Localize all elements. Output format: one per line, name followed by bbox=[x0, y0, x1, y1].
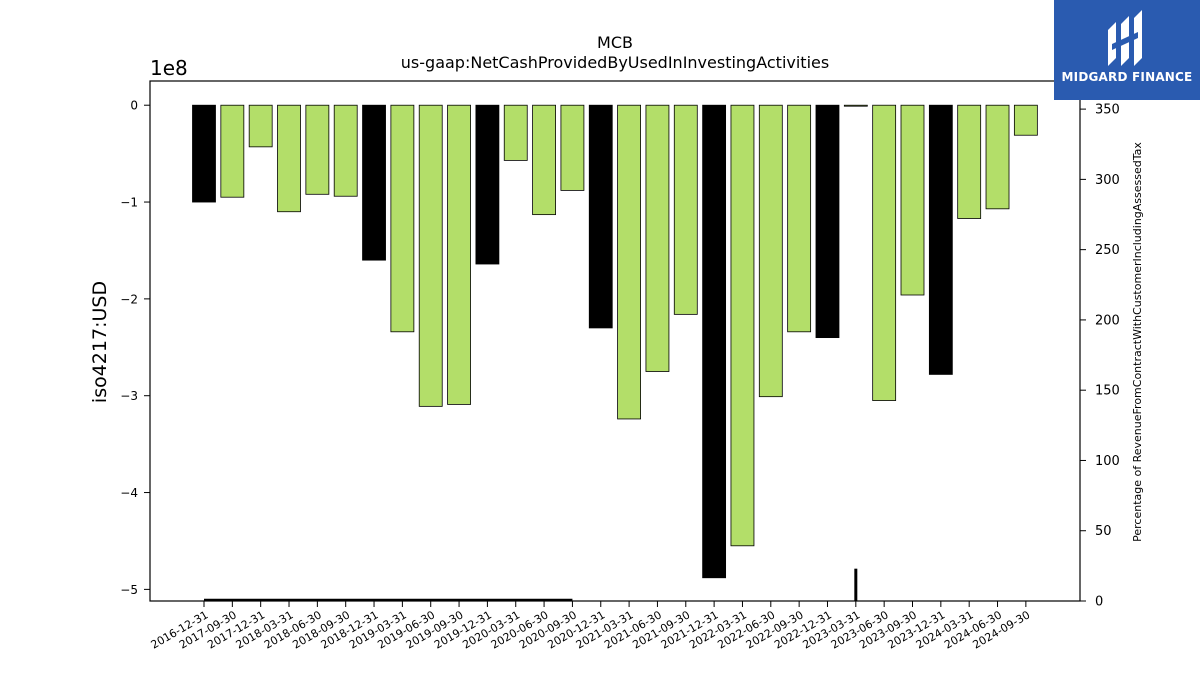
bar bbox=[277, 104, 301, 213]
bar bbox=[220, 104, 245, 198]
chart-subtitle: us-gaap:NetCashProvidedByUsedInInvesting… bbox=[401, 53, 829, 72]
bar bbox=[447, 104, 471, 405]
bar bbox=[390, 104, 415, 333]
bar bbox=[673, 104, 698, 315]
bar bbox=[333, 104, 358, 197]
bar bbox=[787, 104, 812, 333]
bar bbox=[588, 104, 613, 329]
y2-tick-label: 100 bbox=[1095, 454, 1120, 469]
bar bbox=[900, 104, 925, 296]
bar bbox=[645, 104, 670, 372]
y-tick-label: −3 bbox=[120, 389, 138, 403]
chart-title: MCB bbox=[597, 33, 633, 52]
y-ticks: 0 −1 −2 −3 −4 −5 bbox=[120, 99, 150, 597]
y-axis-label: iso4217:USD bbox=[89, 281, 111, 403]
y2-ticks: 0 50 100 150 200 250 300 350 bbox=[1080, 103, 1120, 610]
y2-tick-label: 200 bbox=[1095, 313, 1120, 328]
y-tick-label: 0 bbox=[130, 99, 138, 113]
bar bbox=[758, 104, 783, 398]
y-tick-label: −4 bbox=[120, 486, 138, 500]
bar bbox=[503, 104, 528, 161]
bar bbox=[815, 104, 840, 339]
y2-tick-label: 350 bbox=[1095, 103, 1120, 118]
bars-group bbox=[192, 104, 1038, 579]
bar bbox=[475, 104, 500, 265]
percent-series bbox=[204, 568, 858, 602]
bar bbox=[928, 104, 953, 375]
plot-frame bbox=[149, 80, 1081, 602]
bar bbox=[872, 104, 897, 401]
bar bbox=[418, 104, 443, 407]
bar bbox=[560, 104, 585, 191]
bar bbox=[192, 104, 216, 203]
y2-tick-label: 150 bbox=[1095, 384, 1120, 399]
x-ticks: 2016-12-312017-09-302017-12-312018-03-31… bbox=[149, 601, 1032, 652]
midgard-logo-icon bbox=[1108, 10, 1142, 66]
bar bbox=[843, 104, 868, 107]
brand-logo: MIDGARD FINANCE bbox=[1054, 0, 1200, 100]
bar bbox=[985, 104, 1010, 210]
bar bbox=[532, 104, 556, 216]
y2-axis-label: Percentage of RevenueFromContractWithCus… bbox=[1131, 142, 1144, 542]
y-offset-label: 1e8 bbox=[150, 56, 188, 80]
bar bbox=[617, 104, 641, 420]
y2-tick-label: 0 bbox=[1095, 595, 1103, 610]
y-tick-label: −5 bbox=[120, 583, 138, 597]
y2-tick-label: 50 bbox=[1095, 524, 1112, 539]
bar bbox=[362, 104, 386, 261]
y2-tick-label: 250 bbox=[1095, 243, 1120, 258]
brand-name: MIDGARD FINANCE bbox=[1061, 70, 1193, 84]
bar bbox=[702, 104, 727, 579]
bar bbox=[248, 104, 273, 148]
bar bbox=[957, 104, 982, 219]
y-tick-label: −1 bbox=[120, 196, 138, 210]
y2-tick-label: 300 bbox=[1095, 173, 1120, 188]
bar bbox=[305, 104, 330, 195]
y-tick-label: −2 bbox=[120, 292, 138, 306]
bar bbox=[730, 104, 755, 547]
bar bbox=[1013, 104, 1038, 136]
